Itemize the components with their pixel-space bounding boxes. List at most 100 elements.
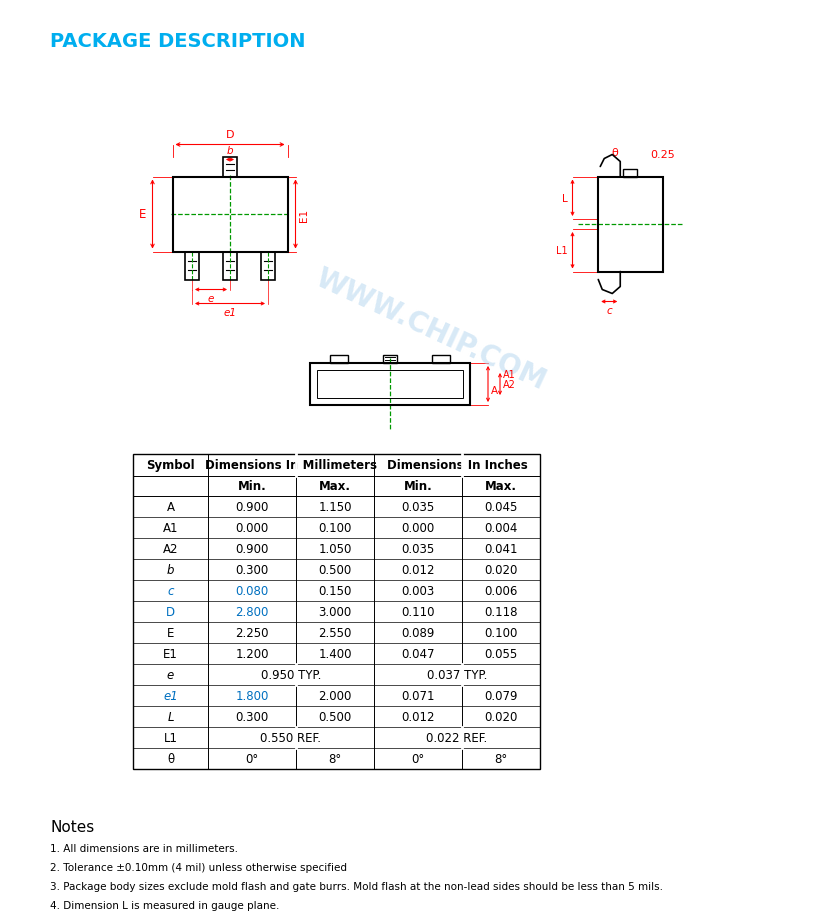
Bar — [173, 178, 288, 252]
Text: e1: e1 — [223, 308, 237, 318]
Text: 1.200: 1.200 — [235, 648, 269, 660]
Text: Max.: Max. — [319, 480, 351, 493]
Text: 0.035: 0.035 — [401, 542, 435, 556]
Text: Dimensions In Inches: Dimensions In Inches — [387, 459, 528, 472]
Text: b: b — [227, 147, 233, 157]
Text: e1: e1 — [163, 690, 178, 702]
Text: 0.012: 0.012 — [401, 711, 435, 723]
Text: 0.055: 0.055 — [485, 648, 518, 660]
Text: 0.012: 0.012 — [401, 563, 435, 577]
Text: 0.900: 0.900 — [236, 542, 269, 556]
Text: 0.035: 0.035 — [401, 500, 435, 514]
Text: E1: E1 — [299, 209, 309, 221]
Text: WWW.CHIP.COM: WWW.CHIP.COM — [310, 264, 550, 395]
Bar — [597, 178, 662, 272]
Text: 0.25: 0.25 — [650, 149, 675, 159]
Text: 0.089: 0.089 — [401, 627, 435, 640]
Text: 0.950 TYP.: 0.950 TYP. — [261, 669, 321, 681]
Text: 0.300: 0.300 — [236, 711, 269, 723]
Text: A1: A1 — [163, 521, 179, 535]
Text: 1.800: 1.800 — [236, 690, 269, 702]
Text: 0.500: 0.500 — [318, 711, 351, 723]
Bar — [432, 355, 450, 363]
Bar — [623, 169, 637, 178]
Text: 0.004: 0.004 — [485, 521, 518, 535]
Text: 1. All dimensions are in millimeters.: 1. All dimensions are in millimeters. — [50, 843, 238, 853]
Text: 0.110: 0.110 — [401, 605, 435, 619]
Text: 0.022 REF.: 0.022 REF. — [427, 732, 488, 744]
Text: Symbol: Symbol — [146, 459, 195, 472]
Bar — [330, 355, 348, 363]
Text: Min.: Min. — [237, 480, 266, 493]
Text: 0.100: 0.100 — [485, 627, 518, 640]
Text: e: e — [167, 669, 174, 681]
Bar — [310, 363, 470, 405]
Bar — [133, 455, 540, 769]
Text: Max.: Max. — [485, 480, 517, 493]
Text: 0.080: 0.080 — [236, 584, 269, 598]
Bar — [223, 158, 237, 178]
Text: 0.006: 0.006 — [485, 584, 518, 598]
Text: 8°: 8° — [495, 752, 508, 765]
Text: L: L — [167, 711, 174, 723]
Text: 0.000: 0.000 — [401, 521, 435, 535]
Text: 1.400: 1.400 — [318, 648, 351, 660]
Bar — [317, 371, 463, 398]
Text: 1.150: 1.150 — [318, 500, 351, 514]
Text: c: c — [606, 306, 612, 316]
Bar — [223, 252, 237, 281]
Text: 0.020: 0.020 — [485, 563, 518, 577]
Text: L: L — [562, 193, 567, 203]
Text: 2.250: 2.250 — [235, 627, 269, 640]
Text: 2.000: 2.000 — [318, 690, 351, 702]
Text: E: E — [139, 209, 146, 221]
Text: A: A — [491, 385, 498, 395]
Text: 2. Tolerance ±0.10mm (4 mil) unless otherwise specified: 2. Tolerance ±0.10mm (4 mil) unless othe… — [50, 862, 347, 872]
Text: L1: L1 — [164, 732, 178, 744]
Text: A2: A2 — [163, 542, 179, 556]
Text: 2.550: 2.550 — [318, 627, 351, 640]
Bar — [185, 252, 199, 281]
Text: E: E — [167, 627, 174, 640]
Text: θ: θ — [167, 752, 174, 765]
Text: 0.037 TYP.: 0.037 TYP. — [427, 669, 487, 681]
Text: 0.118: 0.118 — [485, 605, 518, 619]
Text: Min.: Min. — [404, 480, 433, 493]
Text: 0.900: 0.900 — [236, 500, 269, 514]
Bar — [261, 252, 275, 281]
Text: 0.079: 0.079 — [485, 690, 518, 702]
Text: D: D — [166, 605, 175, 619]
Text: 0.020: 0.020 — [485, 711, 518, 723]
Text: 2.800: 2.800 — [236, 605, 269, 619]
Text: D: D — [226, 130, 234, 140]
Text: 0°: 0° — [411, 752, 424, 765]
Text: L1: L1 — [556, 246, 567, 256]
Text: e: e — [208, 294, 214, 304]
Text: 0.300: 0.300 — [236, 563, 269, 577]
Text: 0.045: 0.045 — [485, 500, 518, 514]
Text: A2: A2 — [503, 380, 516, 390]
Text: 0.500: 0.500 — [318, 563, 351, 577]
Text: 0.150: 0.150 — [318, 584, 351, 598]
Text: Notes: Notes — [50, 819, 94, 834]
Text: θ: θ — [612, 148, 619, 158]
Text: 1.050: 1.050 — [318, 542, 351, 556]
Text: 0.550 REF.: 0.550 REF. — [261, 732, 322, 744]
Text: 0.047: 0.047 — [401, 648, 435, 660]
Text: c: c — [167, 584, 174, 598]
Text: 3. Package body sizes exclude mold flash and gate burrs. Mold flash at the non-l: 3. Package body sizes exclude mold flash… — [50, 881, 663, 891]
Text: E1: E1 — [163, 648, 178, 660]
Text: 8°: 8° — [328, 752, 342, 765]
Text: 0.003: 0.003 — [401, 584, 435, 598]
Bar — [383, 355, 397, 363]
Text: PACKAGE DESCRIPTION: PACKAGE DESCRIPTION — [50, 32, 305, 51]
Text: A: A — [166, 500, 174, 514]
Text: A1: A1 — [503, 370, 516, 380]
Text: 0.100: 0.100 — [318, 521, 351, 535]
Text: 4. Dimension L is measured in gauge plane.: 4. Dimension L is measured in gauge plan… — [50, 900, 280, 910]
Text: 0.041: 0.041 — [485, 542, 518, 556]
Text: 0°: 0° — [246, 752, 259, 765]
Text: b: b — [167, 563, 174, 577]
Text: 0.071: 0.071 — [401, 690, 435, 702]
Text: 3.000: 3.000 — [318, 605, 351, 619]
